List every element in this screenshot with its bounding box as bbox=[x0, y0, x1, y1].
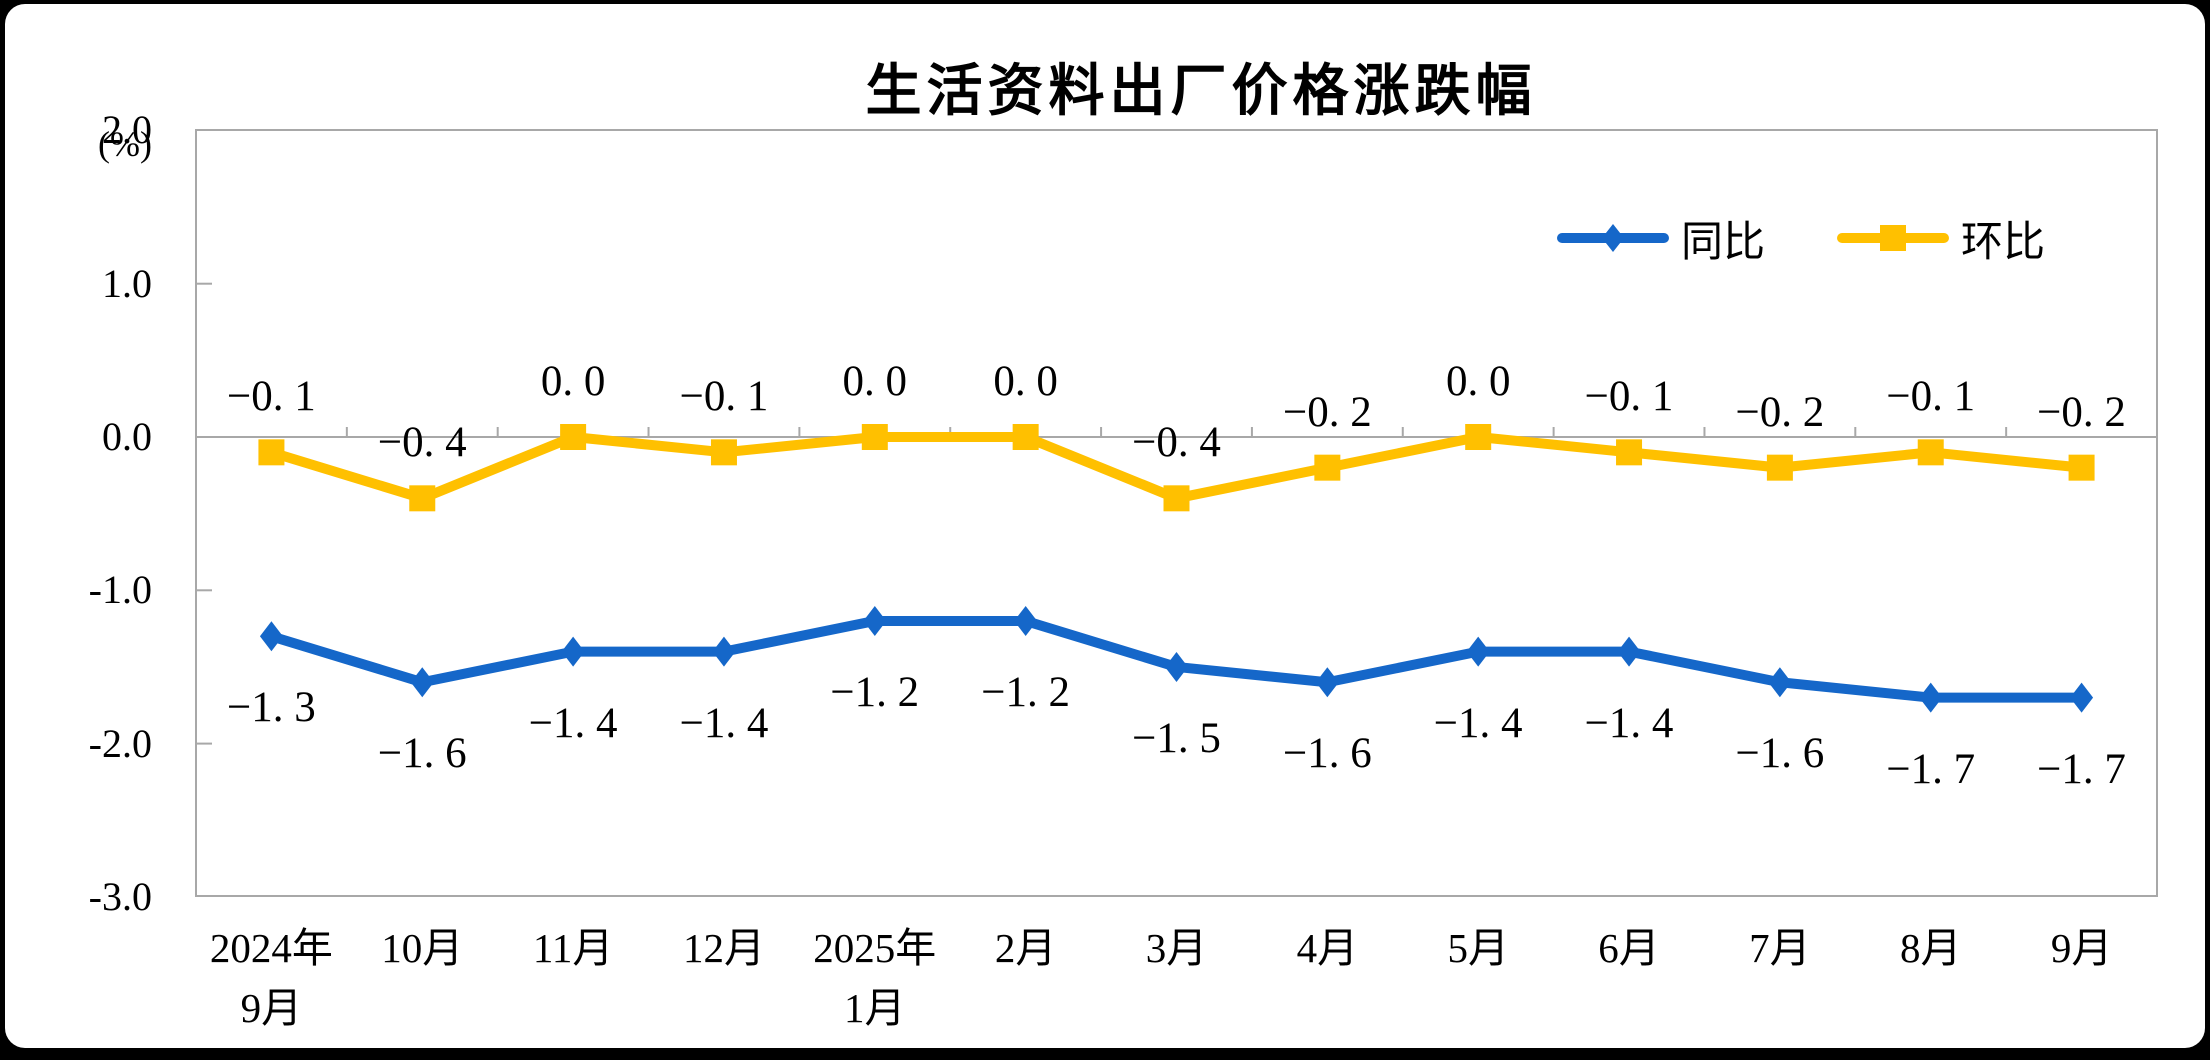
y-axis-tick-label: -2.0 bbox=[88, 720, 152, 766]
series-0-data-label: −1. 7 bbox=[1886, 745, 1976, 793]
legend-item-yoy: 同比 bbox=[1557, 208, 1765, 269]
x-axis-label: 8月 bbox=[1899, 925, 1962, 971]
series-1-data-label: −0. 2 bbox=[1735, 388, 1825, 436]
series-1-data-label: −0. 2 bbox=[1282, 388, 1372, 436]
series-1-data-label: −0. 4 bbox=[1132, 419, 1221, 467]
series-0-data-label: −1. 6 bbox=[1282, 730, 1372, 778]
mom-line-marker-icon bbox=[1837, 225, 1950, 251]
series-1-data-label: −0. 4 bbox=[377, 419, 467, 467]
legend-item-mom: 环比 bbox=[1837, 208, 2045, 269]
y-axis-tick-label: 2.0 bbox=[102, 107, 152, 153]
series-1-data-label: −0. 2 bbox=[2037, 388, 2126, 436]
series-0-data-label: −1. 6 bbox=[377, 730, 467, 778]
series-0-data-label: −1. 4 bbox=[1433, 699, 1523, 747]
x-axis-label: 2024年 9月 bbox=[209, 925, 333, 1031]
x-axis-label: 12月 bbox=[682, 925, 765, 971]
x-axis-label: 11月 bbox=[532, 925, 614, 971]
series-1-data-label: −0. 1 bbox=[227, 373, 316, 421]
x-axis-label: 4月 bbox=[1296, 925, 1359, 971]
series-0-data-label: −1. 4 bbox=[1584, 699, 1674, 747]
x-axis-label: 2月 bbox=[994, 925, 1057, 971]
chart-canvas: 生活资料出厂价格涨跌幅 (%) 2.0 1.0 0.0 -1.0 -2.0 -3.0 −1.… bbox=[5, 4, 2205, 1048]
x-axis-label: 3月 bbox=[1145, 925, 1208, 971]
series-0-data-label: −1. 2 bbox=[981, 668, 1071, 716]
series-1-data-label: −0. 1 bbox=[1584, 373, 1674, 421]
x-axis-label: 6月 bbox=[1598, 925, 1660, 971]
x-axis-label: 10月 bbox=[381, 925, 464, 971]
x-axis-label: 9月 bbox=[2050, 925, 2113, 971]
legend-label-mom: 环比 bbox=[1961, 219, 2046, 266]
labels-layer: 2.0 1.0 0.0 -1.0 -2.0 -3.0 −1. 3 −1. 6 −1. 4 −1. … bbox=[5, 4, 2205, 1048]
series-0-data-label: −1. 6 bbox=[1735, 730, 1825, 778]
series-1-data-label: 0. 0 bbox=[993, 358, 1058, 405]
y-axis-unit-label: (%) bbox=[98, 124, 152, 164]
series-1-data-label: −0. 1 bbox=[1886, 373, 1976, 421]
series-1-data-label: −0. 1 bbox=[679, 373, 769, 421]
y-axis-tick-label: -1.0 bbox=[88, 567, 152, 613]
y-axis-tick-label: -3.0 bbox=[88, 873, 152, 919]
x-axis-label: 2025年 1月 bbox=[813, 925, 937, 1031]
yoy-line-marker-icon bbox=[1557, 224, 1669, 252]
series-1-data-label: 0. 0 bbox=[842, 358, 908, 405]
series-0-data-label: −1. 5 bbox=[1132, 714, 1221, 762]
series-1-data-label: 0. 0 bbox=[540, 358, 606, 405]
series-0-data-label: −1. 3 bbox=[227, 684, 316, 732]
legend-label-yoy: 同比 bbox=[1681, 219, 1766, 266]
series-0-data-label: −1. 4 bbox=[679, 699, 769, 747]
x-axis-label: 5月 bbox=[1447, 925, 1509, 971]
series-0-data-label: −1. 2 bbox=[830, 668, 920, 716]
series-0-data-label: −1. 4 bbox=[528, 699, 618, 747]
y-axis-tick-label: 0.0 bbox=[102, 414, 152, 459]
chart-title: 生活资料出厂价格涨跌幅 bbox=[865, 59, 1537, 122]
x-axis-label: 7月 bbox=[1749, 925, 1811, 971]
legend: 同比 环比 bbox=[1557, 210, 2045, 266]
series-0-data-label: −1. 7 bbox=[2037, 745, 2126, 793]
series-1-data-label: 0. 0 bbox=[1445, 358, 1511, 405]
y-axis-tick-label: 1.0 bbox=[102, 260, 152, 306]
